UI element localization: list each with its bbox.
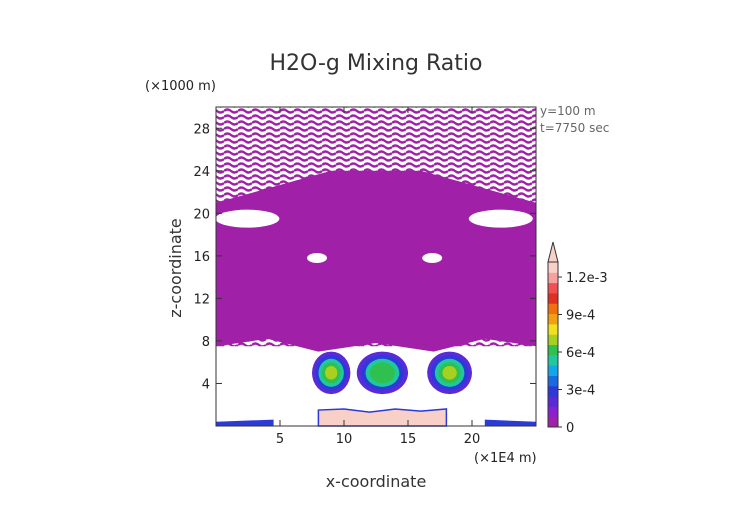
x-tick-label: 15 [400, 432, 417, 447]
colorbar-frame [547, 261, 559, 428]
colorbar-tick-label: 9e-4 [566, 309, 595, 324]
colorbar-swatch [548, 406, 558, 418]
y-axis-title: z-coordinate [166, 218, 185, 318]
plot-area [215, 107, 536, 427]
region-right-core [442, 366, 457, 380]
annotation-t: t=7750 sec [540, 121, 609, 135]
y-tick-label: 28 [193, 122, 210, 137]
y-tick-label: 4 [202, 377, 210, 392]
x-tick-label: 20 [464, 432, 481, 447]
region-surface-right [484, 419, 536, 426]
colorbar-tick-label: 3e-4 [566, 384, 595, 399]
colorbar-swatch [548, 323, 558, 335]
colorbar-swatch [548, 272, 558, 284]
colorbar-swatch [548, 292, 558, 304]
colorbar: 0 3e-4 6e-4 9e-4 1.2e-3 [547, 241, 608, 436]
region-centre-core [374, 366, 391, 380]
y-unit-label: (×1000 m) [145, 79, 216, 94]
region-left-core [325, 366, 338, 380]
colorbar-swatch [548, 365, 558, 376]
colorbar-swatch [548, 416, 558, 428]
x-axis-title: x-coordinate [326, 472, 427, 491]
x-unit-label: (×1E4 m) [474, 451, 537, 466]
region-surface-layer [317, 408, 448, 427]
y-tick-label: 20 [193, 207, 210, 222]
colorbar-swatch [548, 344, 558, 356]
y-axis: 4 8 12 16 20 24 28 [193, 122, 536, 392]
colorbar-swatch [548, 303, 558, 315]
colorbar-swatch [548, 354, 558, 366]
colorbar-swatch [548, 282, 558, 294]
x-tick-label: 10 [336, 432, 353, 447]
plot-frame [215, 106, 537, 427]
colorbar-swatch [548, 313, 558, 325]
region-upper-moist-layer [216, 170, 536, 352]
y-tick-label: 8 [202, 335, 210, 350]
colorbar-swatch [548, 385, 558, 397]
y-tick-label: 12 [193, 292, 210, 307]
colorbar-arrow [547, 241, 559, 263]
moisture-gap [468, 209, 533, 228]
colorbar-tick-label: 0 [566, 421, 574, 436]
region-surface-left [216, 419, 274, 426]
y-tick-label: 16 [193, 250, 210, 265]
colorbar-swatch [548, 375, 558, 387]
colorbar-swatch [548, 334, 558, 345]
colorbar-tick-label: 6e-4 [566, 346, 595, 361]
chart-title: H2O-g Mixing Ratio [270, 51, 483, 76]
moisture-gap [422, 252, 443, 263]
colorbar-swatch [548, 396, 558, 407]
annotation-y: y=100 m [540, 104, 596, 118]
colorbar-tick-label: 1.2e-3 [566, 271, 608, 286]
colorbar-swatch [548, 262, 558, 273]
x-tick-label: 5 [276, 432, 284, 447]
moisture-gap [215, 209, 280, 228]
y-tick-label: 24 [193, 165, 210, 180]
x-axis: 5 10 15 20 [276, 107, 480, 447]
moisture-gap [307, 252, 327, 263]
